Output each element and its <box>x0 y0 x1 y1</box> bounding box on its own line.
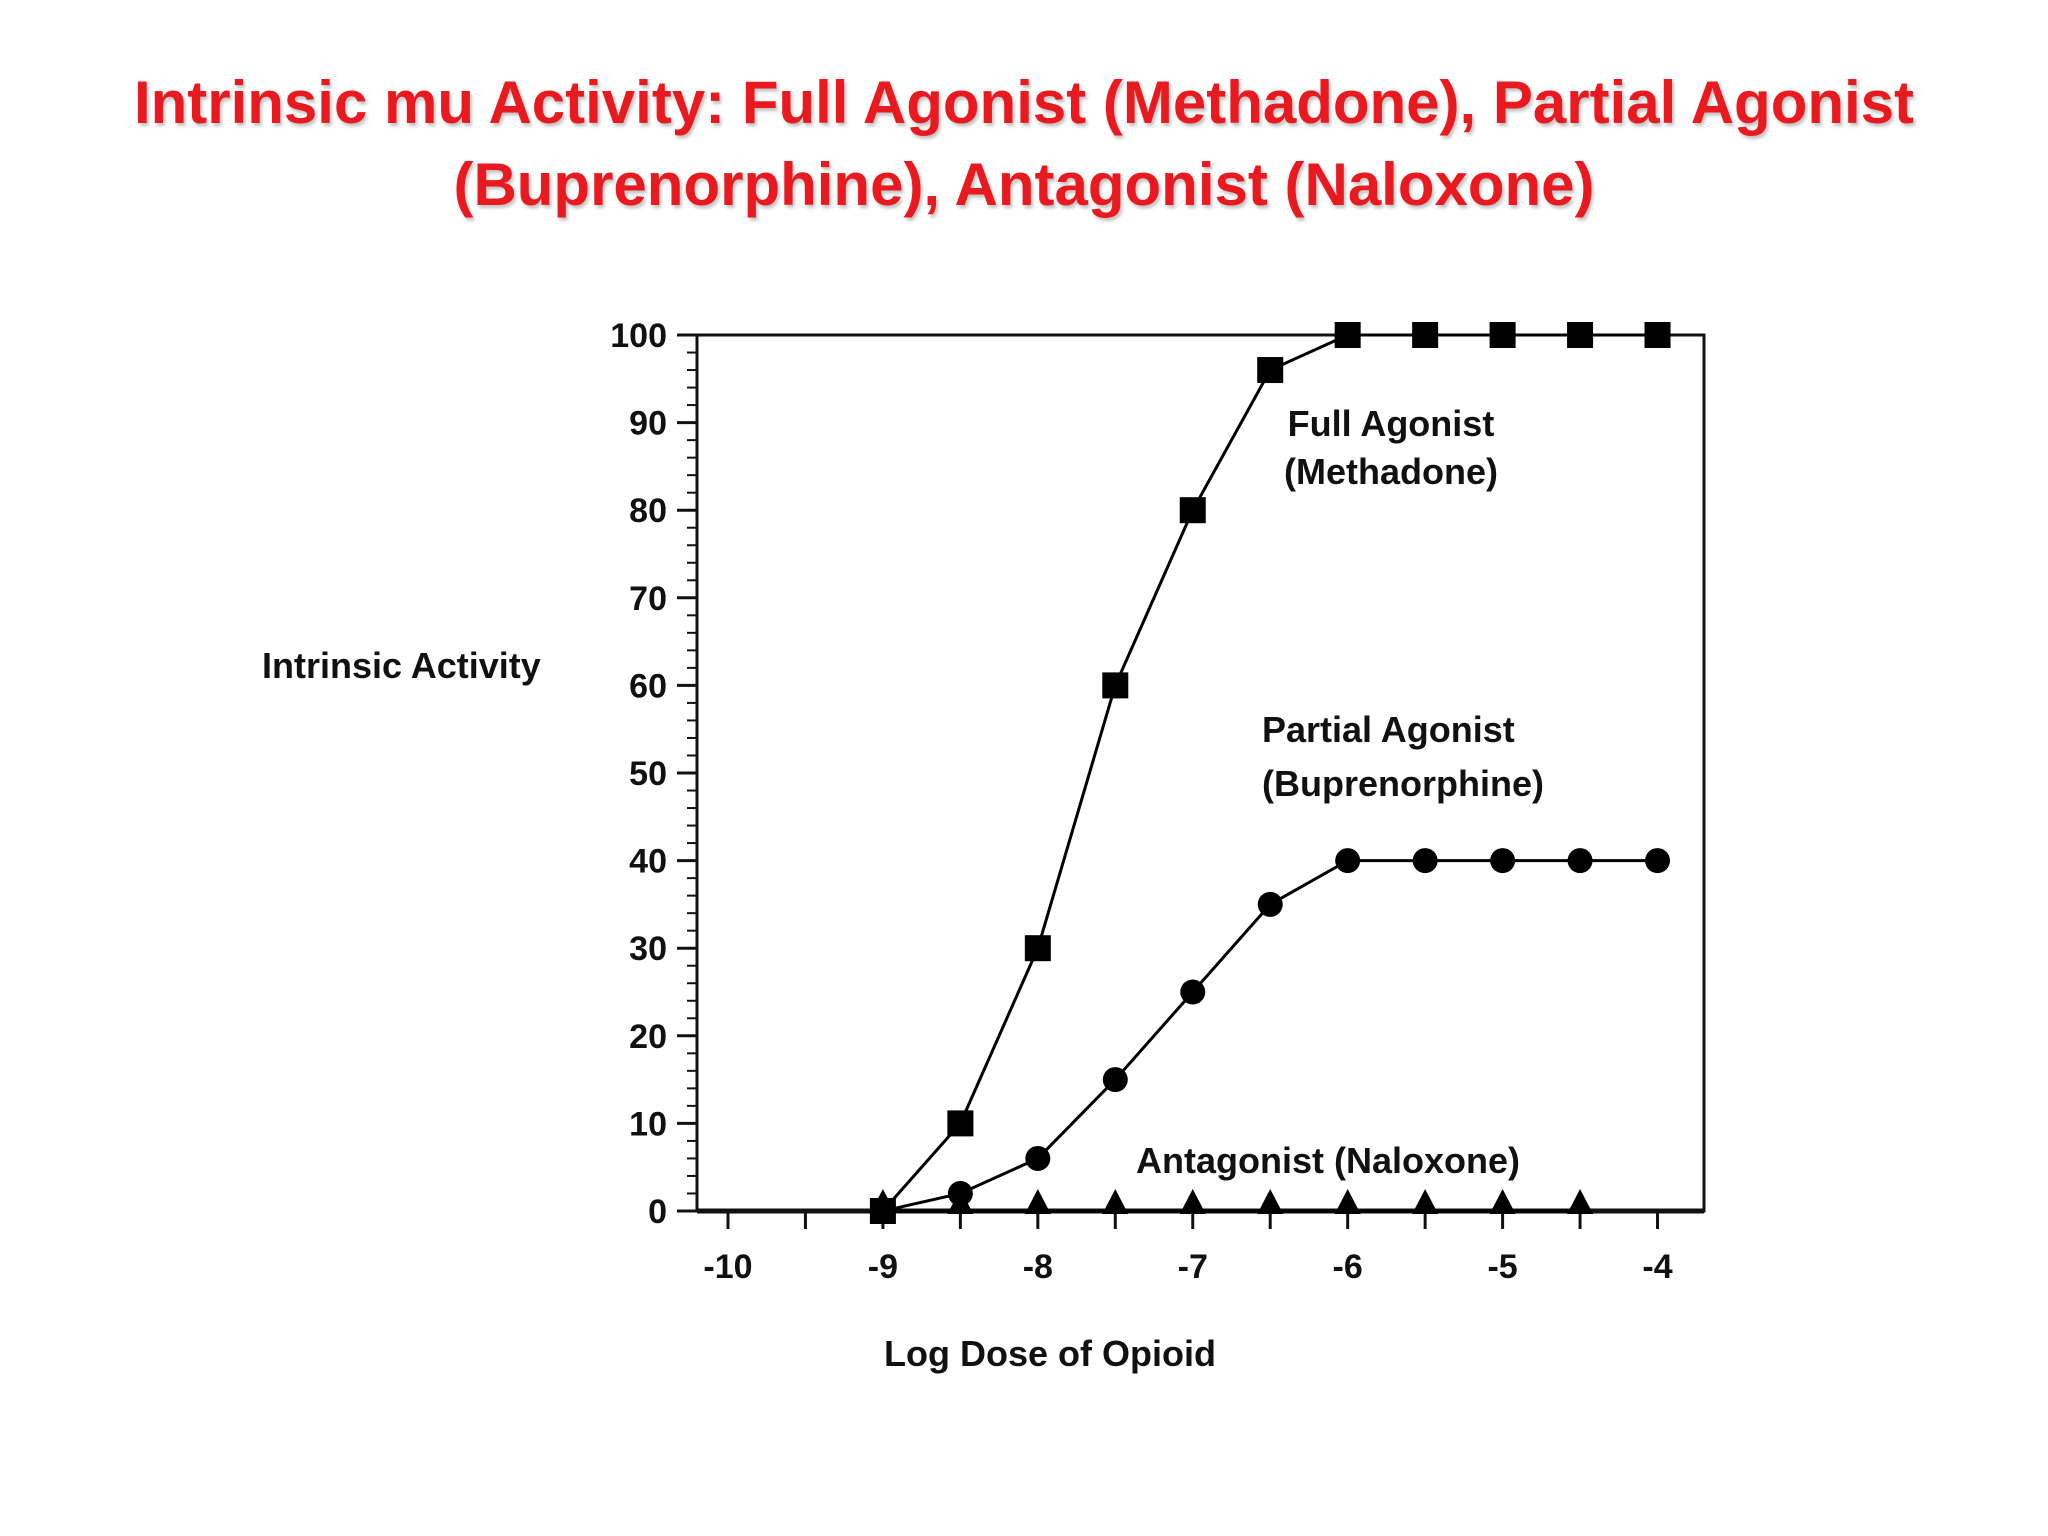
antagonist-point <box>1257 1189 1284 1214</box>
antagonist-point <box>1489 1189 1516 1214</box>
y-tick-label: 100 <box>610 317 667 355</box>
full-agonist-point <box>1179 497 1206 524</box>
x-tick-label: -8 <box>1023 1248 1053 1286</box>
title-line-1: Intrinsic mu Activity: Full Agonist (Met… <box>133 69 1915 136</box>
antagonist-point <box>1412 1189 1439 1214</box>
slide-title: Intrinsic mu Activity: Full Agonist (Met… <box>0 62 2048 226</box>
full-agonist-point <box>1102 672 1129 699</box>
partial-agonist-point <box>1180 979 1206 1005</box>
full-agonist-point <box>1489 322 1516 348</box>
antagonist-point <box>1024 1189 1051 1214</box>
partial-agonist-point <box>1490 848 1516 874</box>
antagonist-point <box>1567 1189 1594 1214</box>
y-tick-label: 30 <box>629 930 667 968</box>
series-label-full-agonist-line2: (Methadone) <box>1284 451 1498 492</box>
full-agonist-point <box>947 1110 974 1137</box>
y-tick-label: 70 <box>629 580 667 618</box>
antagonist-point <box>947 1189 974 1214</box>
partial-agonist-point <box>1412 848 1438 874</box>
full-agonist-point <box>1412 322 1439 348</box>
partial-agonist-point <box>1025 1145 1051 1171</box>
x-tick-label: -9 <box>868 1248 898 1286</box>
chart-series <box>697 322 1704 1224</box>
x-tick-label: -6 <box>1333 1248 1363 1286</box>
y-tick-label: 40 <box>629 843 667 881</box>
partial-agonist-point <box>1567 848 1593 874</box>
y-tick-label: 10 <box>629 1105 667 1143</box>
antagonist-point <box>1334 1189 1361 1214</box>
partial-agonist-point <box>1335 848 1361 874</box>
full-agonist-point <box>1024 935 1051 962</box>
series-label-full-agonist-line1: Full Agonist <box>1288 403 1495 444</box>
chart-axes <box>695 333 1706 1213</box>
full-agonist-point <box>1257 357 1284 384</box>
series-label-antagonist: Antagonist (Naloxone) <box>1136 1140 1520 1181</box>
x-tick-label: -10 <box>703 1248 752 1286</box>
partial-agonist-point <box>1102 1067 1128 1093</box>
partial-agonist-point <box>1645 848 1671 874</box>
plot-frame <box>695 333 1706 1213</box>
y-tick-label: 0 <box>648 1193 667 1231</box>
series-label-partial-agonist-line2: (Buprenorphine) <box>1262 763 1544 804</box>
full-agonist-point <box>1644 322 1671 348</box>
x-axis-ticks: -10 -9 -8 -7 -6 -5 -4 <box>703 1211 1673 1286</box>
full-agonist-point <box>1334 322 1361 348</box>
antagonist-point <box>869 1189 896 1214</box>
title-line-2: (Buprenorphine), Antagonist (Naloxone) <box>453 151 1595 218</box>
series-label-partial-agonist-line1: Partial Agonist <box>1262 709 1515 750</box>
y-tick-label: 50 <box>629 755 667 793</box>
full-agonist-point <box>1567 322 1594 348</box>
y-axis-ticks: 0 10 20 30 40 50 60 70 80 90 100 <box>610 317 697 1231</box>
y-tick-label: 60 <box>629 667 667 705</box>
partial-agonist-point <box>1257 891 1283 917</box>
x-axis-label: Log Dose of Opioid <box>884 1333 1216 1374</box>
y-tick-label: 20 <box>629 1018 667 1056</box>
x-tick-label: -5 <box>1487 1248 1517 1286</box>
x-tick-label: -7 <box>1178 1248 1208 1286</box>
y-tick-label: 80 <box>629 492 667 530</box>
y-axis-label: Intrinsic Activity <box>262 645 541 686</box>
y-tick-label: 90 <box>629 405 667 443</box>
x-tick-label: -4 <box>1642 1248 1672 1286</box>
antagonist-point <box>1102 1189 1129 1214</box>
antagonist-point <box>1179 1189 1206 1214</box>
